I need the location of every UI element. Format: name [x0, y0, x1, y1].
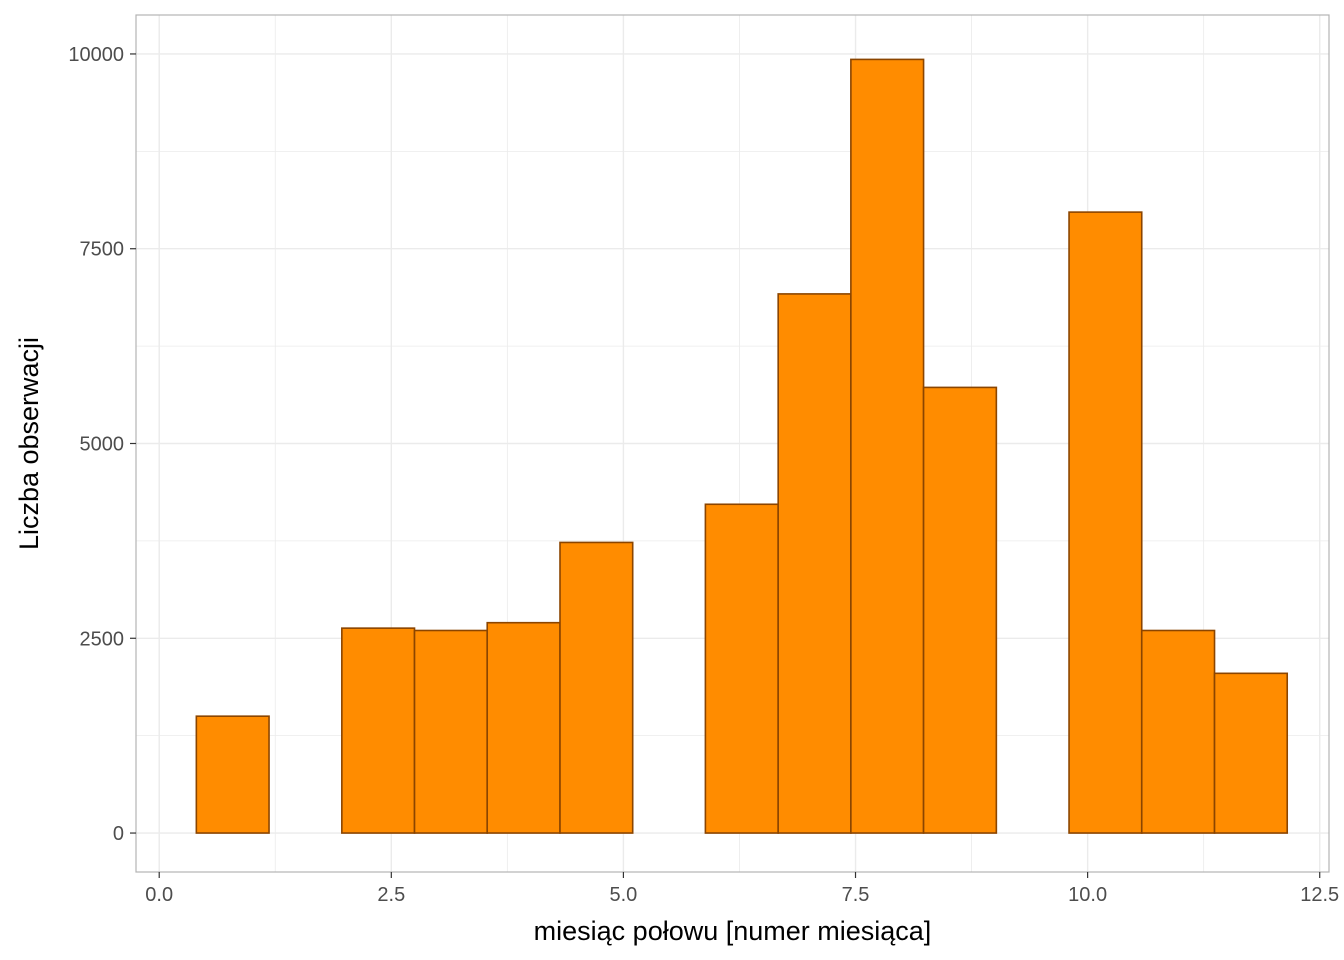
- y-axis-title: Liczba obserwacji: [14, 337, 44, 550]
- histogram-bar: [341, 627, 416, 834]
- x-tick-label: 0.0: [145, 884, 173, 906]
- histogram-bar: [777, 293, 852, 834]
- histogram-bar: [195, 715, 270, 834]
- y-axis-ticks: 0 2500 5000 7500 10000: [68, 44, 136, 845]
- y-tick-label: 2500: [80, 628, 125, 650]
- y-tick-label: 10000: [68, 44, 124, 66]
- x-tick-label: 7.5: [842, 884, 870, 906]
- histogram-bar: [1068, 211, 1143, 834]
- x-tick-label: 12.5: [1300, 884, 1339, 906]
- y-tick-label: 5000: [80, 434, 125, 456]
- y-tick-label: 0: [113, 823, 124, 845]
- y-tick-label: 7500: [80, 239, 125, 261]
- histogram-bar: [486, 621, 561, 834]
- x-tick-label: 5.0: [610, 884, 638, 906]
- x-tick-label: 10.0: [1068, 884, 1107, 906]
- histogram-bar: [413, 629, 489, 834]
- histogram-bar: [704, 503, 779, 834]
- histogram-bar: [922, 386, 998, 834]
- x-axis-title: miesiąc połowu [numer miesiąca]: [534, 916, 932, 946]
- x-tick-label: 2.5: [377, 884, 405, 906]
- histogram-bar: [1140, 629, 1216, 834]
- histogram-bar: [1213, 672, 1289, 834]
- x-axis-ticks: 0.0 2.5 5.0 7.5 10.0 12.5: [145, 872, 1339, 906]
- bars: [195, 58, 1289, 834]
- histogram-bar: [850, 58, 925, 834]
- histogram-bar: [559, 541, 634, 834]
